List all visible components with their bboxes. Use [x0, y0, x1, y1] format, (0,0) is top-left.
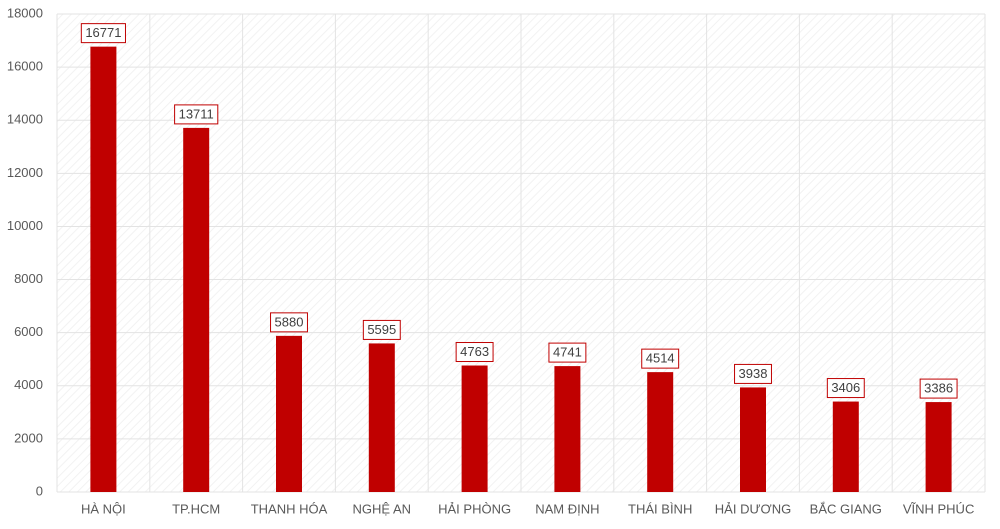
- data-label: 3406: [831, 380, 860, 395]
- y-tick-label: 18000: [7, 5, 43, 20]
- x-tick-label: THÁI BÌNH: [628, 501, 692, 516]
- bar: [183, 127, 210, 492]
- x-tick-label: HẢI DƯƠNG: [715, 501, 791, 516]
- x-tick-label: VĨNH PHÚC: [903, 501, 975, 516]
- data-label: 5880: [275, 314, 304, 329]
- data-label: 4514: [646, 351, 675, 366]
- y-tick-label: 4000: [14, 377, 43, 392]
- y-tick-label: 16000: [7, 59, 43, 74]
- bar: [90, 46, 117, 492]
- y-tick-label: 8000: [14, 271, 43, 286]
- data-label-box: [826, 378, 865, 399]
- y-tick-label: 2000: [14, 430, 43, 445]
- data-label-box: [270, 312, 308, 333]
- data-label: 4741: [553, 345, 582, 360]
- bar: [554, 366, 581, 492]
- x-tick-label: NAM ĐỊNH: [535, 501, 599, 516]
- x-tick-label: THANH HÓA: [251, 501, 328, 516]
- bar: [461, 365, 488, 492]
- bar: [832, 401, 859, 492]
- data-label-box: [174, 104, 219, 125]
- data-label: 3938: [739, 366, 768, 381]
- data-label-box: [641, 348, 680, 369]
- x-tick-label: HÀ NỘI: [81, 501, 126, 516]
- x-tick-label: TP.HCM: [172, 501, 220, 516]
- bar: [925, 402, 952, 492]
- y-tick-label: 6000: [14, 324, 43, 339]
- data-label-box: [362, 319, 401, 340]
- data-label: 13711: [179, 106, 214, 121]
- data-label-box: [548, 342, 587, 363]
- data-label-box: [919, 378, 958, 399]
- x-tick-label: HẢI PHÒNG: [438, 501, 511, 516]
- y-tick-label: 12000: [7, 165, 43, 180]
- data-label-box: [455, 342, 494, 363]
- x-tick-label: BẮC GIANG: [810, 501, 882, 516]
- data-label: 4763: [460, 344, 489, 359]
- data-label: 3386: [924, 381, 953, 396]
- y-tick-label: 10000: [7, 218, 43, 233]
- bar: [276, 335, 302, 492]
- data-label: 5595: [367, 322, 396, 337]
- data-label-box: [80, 23, 126, 44]
- data-label: 16771: [85, 25, 121, 40]
- bar: [740, 387, 766, 492]
- bar: [647, 372, 674, 492]
- data-label-box: [734, 363, 772, 384]
- y-tick-label: 14000: [7, 112, 43, 127]
- x-tick-label: NGHỆ AN: [353, 501, 412, 516]
- y-tick-label: 0: [36, 483, 43, 498]
- bar: [368, 343, 395, 492]
